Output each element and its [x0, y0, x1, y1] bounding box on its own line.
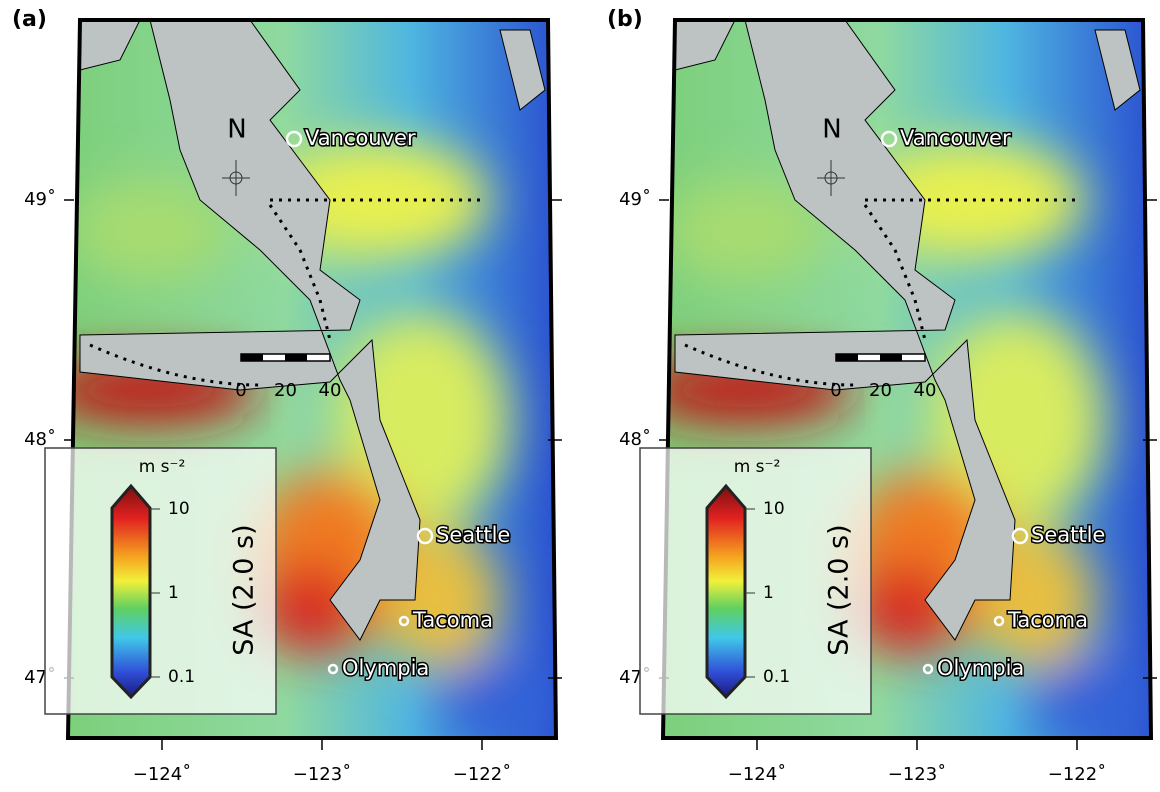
city-name: Olympia: [937, 656, 1024, 680]
lat-label: 49˚: [24, 189, 56, 210]
city-marker: [416, 527, 434, 545]
city-name: Vancouver: [900, 126, 1011, 150]
scale-label: 40: [319, 380, 342, 401]
scale-label: 0: [235, 380, 246, 401]
scale-label: 20: [869, 380, 892, 401]
scale-bar: [285, 354, 307, 361]
map-panel: (b)49˚48˚47˚−124˚ −123˚ −122˚N0 20 40Vancouv…: [607, 7, 1157, 785]
legend-box: [639, 447, 872, 715]
colorbar-label: 1: [168, 583, 179, 603]
lat-label: 49˚: [619, 189, 651, 210]
city-marker: [880, 130, 898, 148]
city-marker: [993, 615, 1005, 627]
city-name: Tacoma: [1007, 608, 1088, 632]
scale-label: 40: [914, 380, 937, 401]
city-name: Tacoma: [412, 608, 493, 632]
city-marker: [398, 615, 410, 627]
colorbar-label: 10: [168, 499, 190, 519]
lon-label: −122˚: [453, 764, 511, 785]
lon-label: −122˚: [1048, 764, 1106, 785]
lon-label: −124˚: [728, 764, 786, 785]
scale-bar: [241, 354, 263, 361]
colorbar-label: 0.1: [168, 667, 195, 687]
city-marker: [922, 663, 934, 675]
lon-label: −123˚: [293, 764, 351, 785]
lat-label: 48˚: [619, 429, 651, 450]
city-marker: [285, 130, 303, 148]
city-marker: [327, 663, 339, 675]
panel-label: (b): [607, 7, 643, 32]
colorbar: [110, 483, 152, 700]
panel-label: (a): [12, 7, 47, 32]
colorbar-unit: m s⁻²: [734, 457, 781, 477]
city-name: Vancouver: [305, 126, 416, 150]
scale-label: 0: [830, 380, 841, 401]
colorbar-label: 0.1: [763, 667, 790, 687]
scale-label: 20: [274, 380, 297, 401]
colorbar-label: 1: [763, 583, 774, 603]
colorbar-label: 10: [763, 499, 785, 519]
lon-label: −124˚: [133, 764, 191, 785]
city-name: Olympia: [342, 656, 429, 680]
colorbar-title: SA (2.0 s): [824, 524, 855, 655]
compass: [817, 160, 845, 196]
city-name: Seattle: [1031, 523, 1105, 547]
compass: [222, 160, 250, 196]
colorbar-title: SA (2.0 s): [229, 524, 260, 655]
scale-bar: [880, 354, 902, 361]
legend-box: [44, 447, 277, 715]
colorbar-unit: m s⁻²: [139, 457, 186, 477]
map-panel: (a)49˚48˚47˚−124˚ −123˚ −122˚N0 20 40Vancouv…: [12, 7, 562, 785]
north-arrow: N: [227, 115, 246, 145]
city-name: Seattle: [436, 523, 510, 547]
north-arrow: N: [822, 115, 841, 145]
city-marker: [1011, 527, 1029, 545]
lon-label: −123˚: [888, 764, 946, 785]
scale-bar: [836, 354, 858, 361]
colorbar: [705, 483, 747, 700]
lat-label: 48˚: [24, 429, 56, 450]
